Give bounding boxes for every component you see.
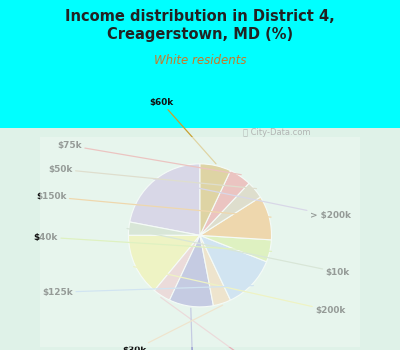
Wedge shape xyxy=(200,235,266,300)
Text: $125k: $125k xyxy=(42,286,254,297)
Text: $20k: $20k xyxy=(161,297,267,350)
Wedge shape xyxy=(130,164,200,235)
Wedge shape xyxy=(154,235,200,300)
Text: White residents: White residents xyxy=(154,54,246,67)
Text: $100k: $100k xyxy=(178,308,208,350)
Wedge shape xyxy=(128,235,200,290)
Text: $200k: $200k xyxy=(134,267,346,315)
Text: > $200k: > $200k xyxy=(153,179,351,220)
Text: $30k: $30k xyxy=(122,305,223,350)
Text: $10k: $10k xyxy=(127,229,350,276)
Wedge shape xyxy=(200,164,230,235)
Wedge shape xyxy=(200,235,230,306)
Wedge shape xyxy=(200,183,260,235)
Text: $50k: $50k xyxy=(48,165,256,189)
Text: Income distribution in District 4,
Creagerstown, MD (%): Income distribution in District 4, Creag… xyxy=(65,9,335,42)
Wedge shape xyxy=(200,171,249,235)
Text: $60k: $60k xyxy=(149,98,216,164)
Wedge shape xyxy=(128,222,200,236)
Text: $150k: $150k xyxy=(36,193,271,217)
Text: $75k: $75k xyxy=(58,141,241,175)
Wedge shape xyxy=(200,197,272,240)
Wedge shape xyxy=(170,235,214,307)
Text: ⓘ City-Data.com: ⓘ City-Data.com xyxy=(242,128,310,136)
Wedge shape xyxy=(200,235,271,262)
Text: $40k: $40k xyxy=(34,233,272,251)
